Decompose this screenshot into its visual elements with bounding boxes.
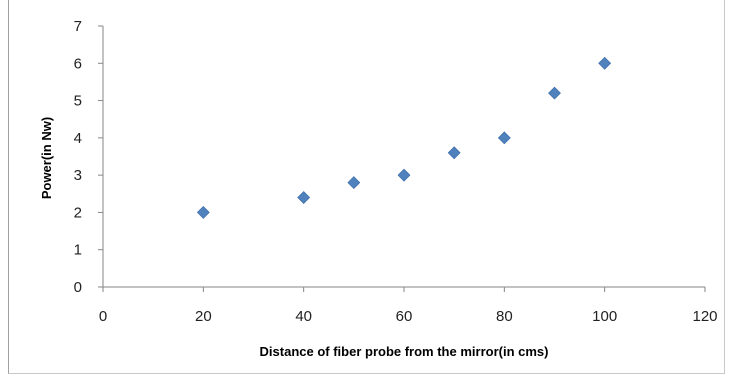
y-axis-title: Power(in Nw)	[39, 117, 54, 199]
x-axis-title: Distance of fiber probe from the mirror(…	[260, 344, 549, 359]
y-axis-ticks: 0 1 2 3 4 5 6 7	[74, 18, 103, 296]
y-tick-label: 5	[74, 93, 82, 110]
data-point	[297, 191, 311, 204]
y-tick-label: 4	[74, 130, 82, 147]
data-point	[548, 86, 561, 100]
data-point	[447, 146, 461, 160]
data-points	[196, 56, 612, 219]
x-tick-label: 40	[295, 308, 312, 325]
x-tick-label: 80	[496, 308, 513, 325]
y-tick-label: 7	[74, 18, 82, 35]
data-point	[347, 176, 361, 190]
axes	[102, 26, 705, 288]
x-tick-label: 120	[692, 308, 717, 325]
x-axis-ticks: 0 20 40 60 80 100 120	[99, 287, 718, 325]
data-point	[397, 168, 411, 182]
x-tick-label: 20	[195, 308, 212, 325]
y-tick-label: 2	[74, 204, 82, 221]
data-point	[497, 131, 511, 145]
x-tick-label: 60	[396, 308, 413, 325]
x-tick-label: 100	[592, 308, 617, 325]
y-tick-label: 0	[74, 279, 82, 296]
x-tick-label: 0	[99, 308, 107, 325]
data-point	[196, 206, 210, 219]
y-tick-label: 3	[74, 167, 82, 184]
data-point	[598, 56, 612, 70]
y-tick-label: 6	[74, 55, 82, 72]
y-tick-label: 1	[74, 242, 82, 259]
